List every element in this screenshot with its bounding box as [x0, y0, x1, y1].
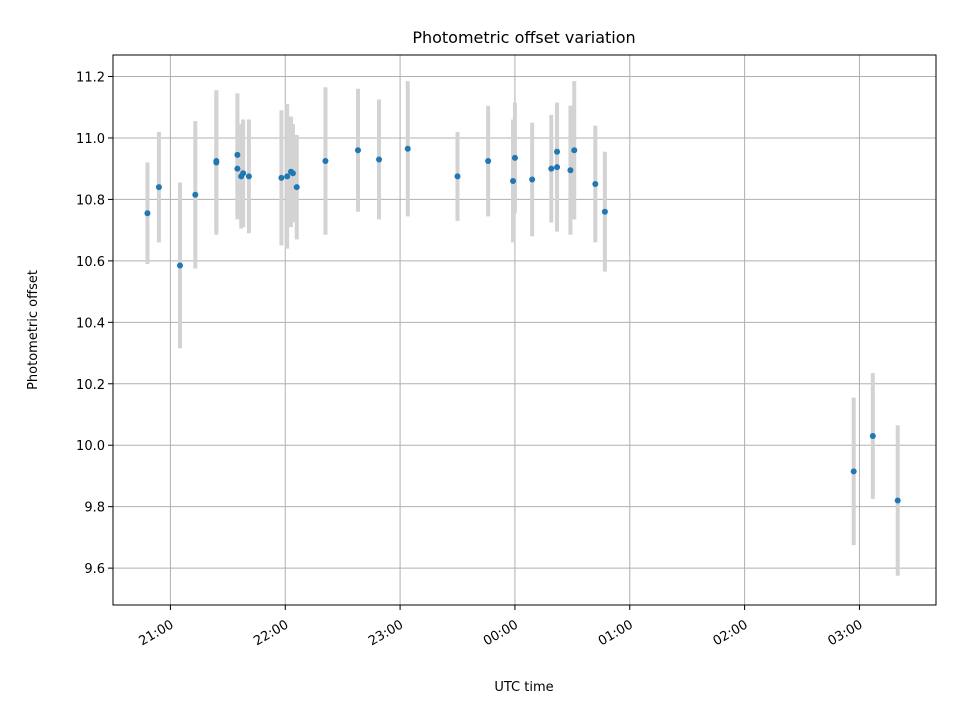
- y-tick-label: 9.6: [84, 562, 105, 577]
- x-tick-label: 02:00: [711, 617, 751, 649]
- errorbars: [145, 81, 900, 576]
- data-point: [529, 176, 536, 183]
- grid: [113, 55, 936, 605]
- data-point: [155, 184, 162, 191]
- data-point: [376, 156, 383, 163]
- data-point: [869, 433, 876, 440]
- data-point: [192, 191, 199, 198]
- data-point: [354, 147, 361, 154]
- plot-frame: [112, 54, 937, 606]
- data-point: [322, 158, 329, 165]
- data-points: [144, 145, 901, 504]
- y-tick-label: 10.8: [76, 193, 105, 208]
- data-point: [144, 210, 151, 217]
- data-point: [278, 174, 285, 181]
- data-point: [571, 147, 578, 154]
- y-axis-label: Photometric offset: [26, 270, 41, 390]
- data-point: [567, 167, 574, 174]
- data-point: [850, 468, 857, 475]
- y-tick-label: 10.0: [76, 439, 105, 454]
- x-tick-label: 03:00: [825, 617, 865, 649]
- data-point: [454, 173, 461, 180]
- data-point: [176, 262, 183, 269]
- chart-title: Photometric offset variation: [412, 28, 635, 47]
- data-point: [293, 184, 300, 191]
- data-point: [234, 165, 241, 172]
- data-point: [485, 158, 492, 165]
- data-point: [511, 154, 518, 161]
- x-axis-label: UTC time: [494, 680, 553, 695]
- data-point: [548, 165, 555, 172]
- y-tick-label: 10.2: [76, 378, 105, 393]
- x-tick-label: 01:00: [596, 617, 636, 649]
- x-tick-label: 21:00: [136, 617, 176, 649]
- data-point: [289, 170, 296, 177]
- y-tick-label: 11.2: [76, 71, 105, 86]
- y-tick-label: 10.4: [76, 316, 105, 331]
- x-axis-ticks: 21:00 22:00 23:00 00:00 01:00 02:00 03:00: [136, 605, 865, 649]
- y-tick-label: 9.8: [84, 501, 105, 516]
- data-point: [601, 208, 608, 215]
- y-tick-label: 10.6: [76, 255, 105, 270]
- data-point: [554, 148, 561, 155]
- x-tick-label: 23:00: [366, 617, 406, 649]
- data-point: [554, 164, 561, 171]
- x-tick-label: 22:00: [251, 617, 291, 649]
- data-point: [894, 497, 901, 504]
- data-point: [240, 170, 247, 177]
- data-point: [234, 151, 241, 158]
- data-point: [510, 177, 517, 184]
- data-point: [245, 173, 252, 180]
- y-tick-label: 11.0: [76, 132, 105, 147]
- data-point: [284, 173, 291, 180]
- x-tick-label: 00:00: [481, 617, 521, 649]
- data-point: [592, 181, 599, 188]
- y-axis-ticks: 9.6 9.8 10.0 10.2 10.4 10.6 10.8 11.0 11.2: [76, 71, 113, 577]
- data-point: [213, 158, 220, 165]
- data-point: [404, 145, 411, 152]
